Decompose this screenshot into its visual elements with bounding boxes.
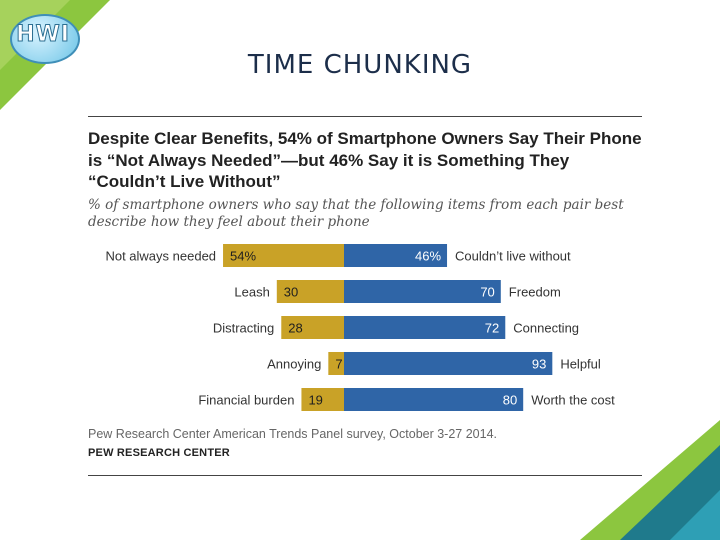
value-label-left-3: 7 [335, 357, 342, 372]
logo-badge [10, 14, 80, 64]
bar-left-1 [276, 280, 344, 303]
chart-title: Despite Clear Benefits, 54% of Smartphon… [88, 129, 642, 191]
category-label-left-4: Financial burden [198, 393, 294, 408]
bar-right-1 [344, 280, 501, 303]
value-label-right-2: 72 [485, 321, 499, 336]
bar-left-0 [223, 244, 344, 267]
chart-source-note: Pew Research Center American Trends Pane… [88, 427, 498, 441]
corner-decoration-bottom-right [580, 420, 720, 540]
bar-left-3 [328, 352, 344, 375]
value-label-left-2: 28 [288, 321, 302, 336]
chart-brand: PEW RESEARCH CENTER [88, 447, 230, 459]
bottom-divider [88, 475, 642, 476]
category-label-left-1: Leash [234, 285, 269, 300]
bar-left-4 [301, 388, 344, 411]
value-label-left-0: 54% [230, 249, 256, 264]
value-label-left-1: 30 [284, 285, 298, 300]
category-label-left-2: Distracting [213, 321, 274, 336]
category-label-right-3: Helpful [560, 357, 601, 372]
category-label-left-0: Not always needed [105, 249, 216, 264]
value-label-right-4: 80 [503, 393, 517, 408]
slide-title: TIME CHUNKING [247, 50, 473, 80]
hwi-logo: HWI [6, 8, 80, 66]
value-label-right-1: 70 [480, 285, 494, 300]
bar-right-3 [344, 352, 553, 375]
value-label-right-0: 46% [415, 249, 441, 264]
bar-right-0 [344, 244, 448, 267]
category-label-right-4: Worth the cost [531, 393, 615, 408]
value-label-left-4: 19 [308, 393, 322, 408]
value-label-right-3: 93 [532, 357, 546, 372]
bar-right-2 [344, 316, 506, 339]
bar-left-2 [281, 316, 344, 339]
category-label-right-1: Freedom [509, 285, 561, 300]
logo-text: HWI [16, 22, 70, 48]
category-label-right-0: Couldn’t live without [455, 249, 571, 264]
top-divider [88, 116, 642, 117]
bar-right-4 [344, 388, 524, 411]
chart-subtitle: % of smartphone owners who say that the … [88, 197, 624, 230]
category-label-left-3: Annoying [267, 357, 321, 372]
category-label-right-2: Connecting [513, 321, 579, 336]
